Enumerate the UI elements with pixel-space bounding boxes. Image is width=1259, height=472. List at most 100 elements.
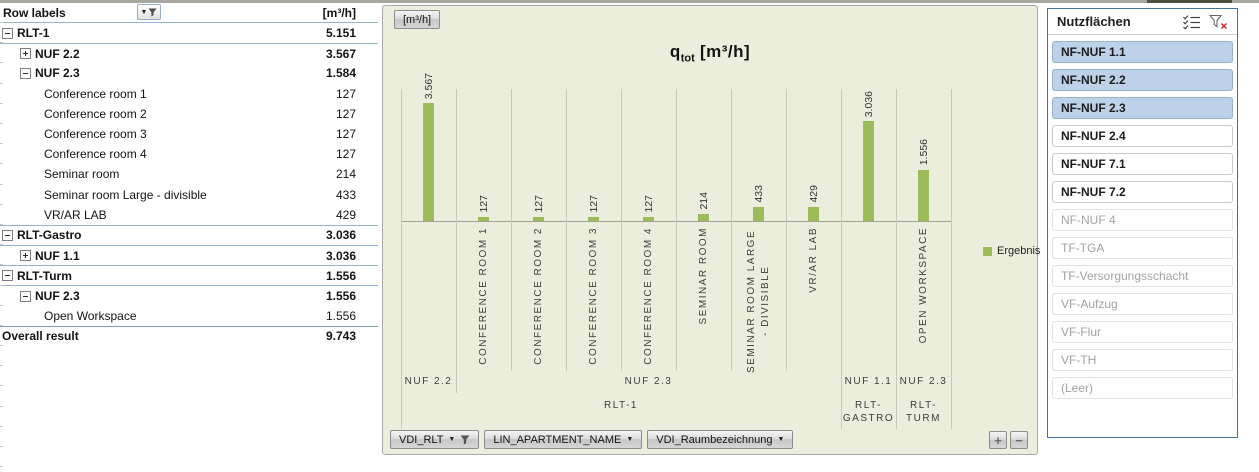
pivot-row[interactable]: Conference room 4 127: [0, 144, 378, 164]
slicer-item[interactable]: NF-NUF 2.2: [1052, 69, 1233, 91]
ergebnis-bar[interactable]: [808, 206, 819, 221]
slicer-item[interactable]: NF-NUF 1.1: [1052, 41, 1233, 63]
pivot-row[interactable]: Open Workspace 1.556: [0, 306, 378, 326]
expand-toggle-icon[interactable]: [20, 250, 31, 262]
pivot-row[interactable]: NUF 1.1 3.036: [0, 245, 378, 265]
pivot-row[interactable]: RLT-1 5.151: [0, 23, 378, 43]
clear-filter-icon[interactable]: [1205, 12, 1231, 32]
axis-nuf-group-label: NUF 2.2: [404, 376, 453, 387]
pivot-row[interactable]: NUF 2.2 3.567: [0, 43, 378, 63]
category-label-zone: CONFERENCE ROOM 1: [456, 227, 511, 377]
collapse-toggle-icon[interactable]: [2, 229, 13, 241]
collapse-entire-field-button[interactable]: −: [1010, 431, 1028, 449]
axis-nuf-group-label: NUF 2.3: [899, 376, 948, 387]
gridline-tick: [0, 183, 3, 185]
pivot-row[interactable]: NUF 2.3 1.584: [0, 63, 378, 83]
expand-entire-field-button[interactable]: +: [989, 431, 1007, 449]
pivot-row[interactable]: Conference room 1 127: [0, 84, 378, 104]
field-button-label: LIN_APARTMENT_NAME: [493, 433, 622, 446]
slicer-item[interactable]: VF-TH: [1052, 349, 1233, 371]
pivot-field-button[interactable]: LIN_APARTMENT_NAME ▼: [484, 430, 643, 449]
slicer-item-list: NF-NUF 1.1 NF-NUF 2.2 NF-NUF 2.3 NF-NUF 2.4…: [1048, 35, 1237, 411]
row-value: 1.584: [325, 66, 356, 81]
slicer-item[interactable]: NF-NUF 7.2: [1052, 181, 1233, 203]
expand-toggle-icon[interactable]: [20, 48, 31, 60]
category-label: CONFERENCE ROOM 3: [587, 227, 599, 365]
pivot-table-header: Row labels ▼ [m³/h]: [0, 3, 378, 23]
slicer-item[interactable]: NF-NUF 7.1: [1052, 153, 1233, 175]
collapse-toggle-icon[interactable]: [20, 67, 31, 79]
slicer-item[interactable]: (Leer): [1052, 377, 1233, 399]
ergebnis-bar[interactable]: [588, 216, 599, 221]
bar-value-label: 1.556: [917, 139, 930, 166]
category-label: CONFERENCE ROOM 1: [477, 227, 489, 365]
bar-value-label-zone: 214: [676, 60, 731, 210]
slicer-item[interactable]: VF-Flur: [1052, 321, 1233, 343]
category-label-zone: SEMINAR ROOM: [676, 227, 731, 377]
pivot-row[interactable]: VR/AR LAB 429: [0, 205, 378, 225]
bar-value-label: 433: [752, 185, 765, 203]
gridline-tick: [0, 62, 3, 64]
slicer-item[interactable]: TF-TGA: [1052, 237, 1233, 259]
slicer-item[interactable]: TF-Versorgungsschacht: [1052, 265, 1233, 287]
pivot-row[interactable]: NUF 2.3 1.556: [0, 285, 378, 305]
category-separator-line: [841, 89, 842, 429]
ergebnis-bar[interactable]: [863, 120, 874, 221]
slicer-nutzflaechen: Nutzflächen NF-NUF 1.1 NF-NUF 2.2 NF-NUF 2…: [1047, 8, 1238, 438]
category-separator-line: [896, 89, 897, 429]
chart-title-sub: tot: [680, 52, 695, 65]
ergebnis-bar[interactable]: [643, 216, 654, 221]
pivot-row-label-cell: Open Workspace: [0, 309, 137, 323]
axis-rlt-group-label: RLT-1: [604, 400, 638, 411]
slicer-item[interactable]: VF-Aufzug: [1052, 293, 1233, 315]
pivot-row[interactable]: Seminar room Large - divisible 433: [0, 185, 378, 205]
pivot-row-label-cell: Overall result: [0, 329, 79, 343]
slicer-item[interactable]: NF-NUF 4: [1052, 209, 1233, 231]
category-separator-line: [676, 89, 677, 371]
slicer-item[interactable]: NF-NUF 2.4: [1052, 125, 1233, 147]
row-value: 127: [335, 86, 356, 101]
row-label: Open Workspace: [44, 308, 137, 323]
gridline-tick: [0, 102, 3, 104]
value-field-button[interactable]: [m³/h]: [394, 10, 441, 29]
pivot-field-button[interactable]: VDI_RLT ▼: [390, 430, 480, 449]
category-label: CONFERENCE ROOM 4: [642, 227, 654, 365]
ergebnis-bar[interactable]: [478, 216, 489, 221]
pivot-row[interactable]: RLT-Gastro 3.036: [0, 224, 378, 245]
slicer-item[interactable]: NF-NUF 2.3: [1052, 97, 1233, 119]
multi-select-icon[interactable]: [1179, 12, 1205, 32]
ergebnis-bar[interactable]: [918, 169, 929, 221]
pivot-row[interactable]: RLT-Turm 1.556: [0, 265, 378, 285]
ergebnis-bar[interactable]: [753, 206, 764, 221]
collapse-toggle-icon[interactable]: [2, 27, 13, 39]
slicer-title: Nutzflächen: [1057, 14, 1131, 29]
gridline-tick: [0, 223, 3, 225]
legend-swatch: [983, 246, 992, 256]
row-label: RLT-Turm: [17, 268, 72, 283]
collapse-toggle-icon[interactable]: [2, 270, 13, 282]
chart-title-unit: [m³/h]: [694, 42, 751, 61]
row-value: 429: [335, 207, 356, 222]
row-value: 9.743: [325, 329, 356, 344]
pivot-row[interactable]: Conference room 3 127: [0, 124, 378, 144]
ergebnis-bar[interactable]: [533, 216, 544, 221]
row-labels-filter-button[interactable]: ▼: [137, 4, 161, 20]
pivot-chart[interactable]: [m³/h] qtot [m³/h] Ergebnis VDI_RLT ▼ LIN_…: [382, 5, 1040, 455]
bar-value-label-zone: 127: [456, 63, 511, 213]
gridline-tick: [0, 82, 3, 84]
row-label: NUF 2.3: [35, 289, 80, 304]
pivot-row[interactable]: Seminar room 214: [0, 164, 378, 184]
ergebnis-bar[interactable]: [698, 213, 709, 221]
pivot-row[interactable]: Conference room 2 127: [0, 104, 378, 124]
pivot-row-label-cell: Conference room 2: [0, 107, 147, 121]
row-value: 3.036: [325, 228, 356, 243]
row-value: 1.556: [325, 289, 356, 304]
gridline-tick: [0, 425, 3, 427]
ergebnis-bar[interactable]: [423, 103, 434, 221]
pivot-row[interactable]: Overall result 9.743: [0, 325, 378, 346]
pivot-field-button[interactable]: VDI_Raumbezeichnung ▼: [647, 430, 794, 449]
filter-funnel-icon: [460, 435, 470, 445]
collapse-toggle-icon[interactable]: [20, 290, 31, 302]
pivot-row-label-cell: Conference room 1: [0, 87, 147, 101]
row-label: Overall result: [2, 329, 79, 344]
